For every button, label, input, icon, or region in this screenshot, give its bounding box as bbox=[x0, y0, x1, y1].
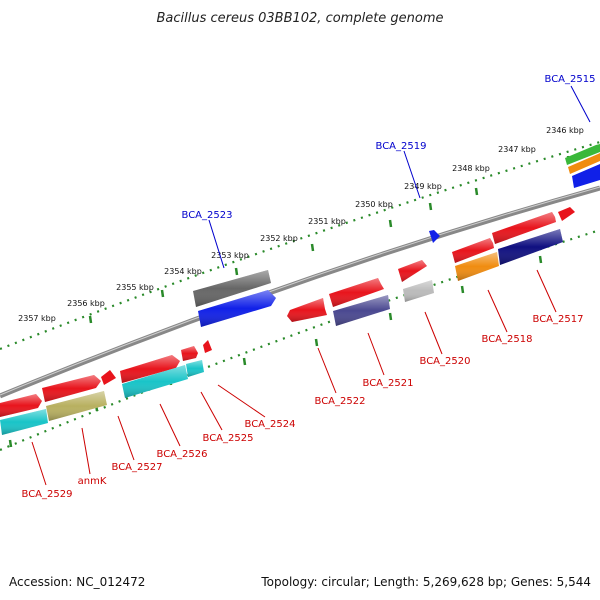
tick-label: 2351 kbp bbox=[308, 217, 346, 226]
gene-bca-2520-grey[interactable] bbox=[403, 280, 434, 302]
label-bca-2521[interactable]: BCA_2521 bbox=[363, 378, 414, 389]
label-bca-2527[interactable]: BCA_2527 bbox=[112, 462, 163, 473]
tick-label: 2346 kbp bbox=[546, 126, 584, 135]
label-bca-2524[interactable]: BCA_2524 bbox=[245, 419, 296, 430]
gene-bca-2523-blue[interactable] bbox=[198, 290, 276, 327]
label-bca-2517[interactable]: BCA_2517 bbox=[533, 314, 584, 325]
gene-small-red-2517a[interactable] bbox=[558, 207, 575, 221]
label-bca-2515[interactable]: BCA_2515 bbox=[545, 74, 596, 85]
label-bca-2523[interactable]: BCA_2523 bbox=[182, 210, 233, 221]
genome-backbone bbox=[0, 185, 600, 399]
tick-labels: 2346 kbp 2347 kbp 2348 kbp 2349 kbp 2350… bbox=[18, 126, 584, 323]
gene-anmk-olive[interactable] bbox=[46, 391, 107, 421]
genome-backbone-highlight bbox=[0, 186, 600, 396]
label-bca-2519[interactable]: BCA_2519 bbox=[376, 141, 427, 152]
gene-bca-2529-cyan[interactable] bbox=[0, 409, 48, 435]
gene-bca-2521-red[interactable] bbox=[329, 278, 384, 307]
label-bca-2520[interactable]: BCA_2520 bbox=[420, 356, 471, 367]
gene-bca-2515-orange[interactable] bbox=[568, 153, 600, 174]
gene-bca-2526-red[interactable] bbox=[120, 355, 180, 383]
gene-bca-2523-grey[interactable] bbox=[193, 270, 271, 307]
label-bca-2525[interactable]: BCA_2525 bbox=[203, 433, 254, 444]
gene-bca-2515-green[interactable] bbox=[565, 144, 600, 165]
label-anmk[interactable]: anmK bbox=[78, 476, 107, 487]
gene-bca-2527-small[interactable] bbox=[101, 370, 116, 385]
map-title: Bacillus cereus 03BB102, complete genome bbox=[156, 11, 443, 26]
topology-summary: Topology: circular; Length: 5,269,628 bp… bbox=[260, 575, 591, 589]
tick-label: 2357 kbp bbox=[18, 314, 56, 323]
gene-bca-2517-navy[interactable] bbox=[498, 229, 563, 265]
gene-bca-2526-cyan[interactable] bbox=[122, 365, 188, 398]
gene-bca-2518-orange[interactable] bbox=[455, 252, 499, 281]
gene-bca-2521-slate[interactable] bbox=[333, 295, 390, 326]
label-bca-2526[interactable]: BCA_2526 bbox=[157, 449, 208, 460]
tick-label: 2348 kbp bbox=[452, 164, 490, 173]
gene-bca-2517[interactable] bbox=[492, 212, 556, 244]
tick-label: 2349 kbp bbox=[404, 182, 442, 191]
tick-label: 2353 kbp bbox=[211, 251, 249, 260]
gene-anmk-red[interactable] bbox=[42, 375, 101, 402]
tick-label: 2347 kbp bbox=[498, 145, 536, 154]
tick-label: 2350 kbp bbox=[355, 200, 393, 209]
label-bca-2522[interactable]: BCA_2522 bbox=[315, 396, 366, 407]
gene-bca-2520-red[interactable] bbox=[398, 260, 427, 282]
gene-bca-2529-red[interactable] bbox=[0, 394, 42, 417]
tick-label: 2352 kbp bbox=[260, 234, 298, 243]
gene-bca-2522[interactable] bbox=[287, 298, 327, 322]
label-bca-2529[interactable]: BCA_2529 bbox=[22, 489, 73, 500]
gene-bca-2525-red[interactable] bbox=[181, 346, 198, 361]
tick-label: 2355 kbp bbox=[116, 283, 154, 292]
tick-label: 2354 kbp bbox=[164, 267, 202, 276]
gene-bca-2515-blue[interactable] bbox=[572, 164, 600, 188]
outer-major-ticks bbox=[88, 155, 571, 324]
accession-text: Accession: NC_012472 bbox=[9, 575, 145, 589]
gene-bca-2524[interactable] bbox=[203, 340, 212, 353]
gene-labels: BCA_2515 BCA_2519 BCA_2523 BCA_2517 BCA_… bbox=[22, 74, 596, 500]
gene-bca-2518[interactable] bbox=[452, 238, 494, 263]
label-bca-2518[interactable]: BCA_2518 bbox=[482, 334, 533, 345]
gene-bca-2525-cyan[interactable] bbox=[186, 360, 204, 377]
tick-label: 2356 kbp bbox=[67, 299, 105, 308]
leader-lines bbox=[31, 85, 591, 486]
gene-bca-2519[interactable] bbox=[429, 230, 440, 243]
